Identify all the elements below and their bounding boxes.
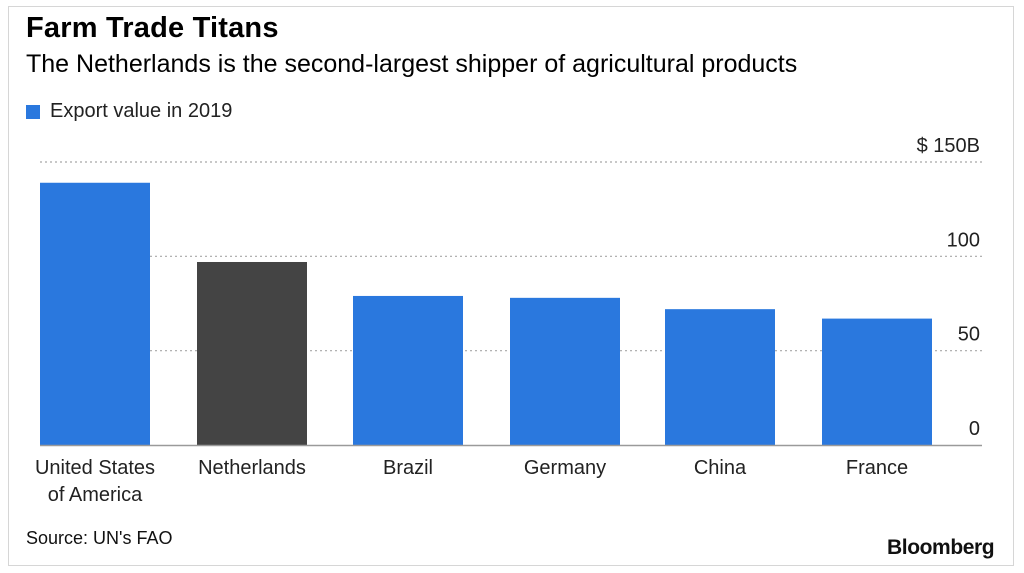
- bar-brazil: [353, 295, 463, 445]
- category-label: Brazil: [383, 457, 433, 479]
- y-tick-label: 0: [969, 418, 980, 440]
- chart-title: Farm Trade Titans: [26, 12, 279, 44]
- y-tick-label: 50: [958, 324, 980, 346]
- legend: Export value in 2019: [26, 100, 232, 123]
- chart-subtitle: The Netherlands is the second-largest sh…: [26, 50, 798, 78]
- category-label: Netherlands: [198, 457, 306, 479]
- category-label: United States of America: [35, 457, 155, 506]
- y-tick-label: 100: [947, 229, 980, 251]
- bar-united-states-of-america: [40, 182, 150, 445]
- source-note: Source: UN's FAO: [26, 528, 173, 548]
- bar-china: [665, 309, 775, 445]
- legend-label: Export value in 2019: [50, 100, 233, 122]
- category-label: China: [694, 457, 747, 479]
- category-label: France: [846, 457, 908, 479]
- legend-swatch: [26, 104, 40, 119]
- bar-germany: [510, 297, 620, 445]
- category-label: Germany: [524, 457, 606, 479]
- bar-france: [822, 318, 932, 445]
- chart-frame: [8, 6, 1014, 566]
- bar-netherlands: [197, 261, 307, 445]
- bloomberg-logo: Bloomberg: [887, 536, 995, 559]
- y-tick-label: $ 150B: [917, 135, 980, 157]
